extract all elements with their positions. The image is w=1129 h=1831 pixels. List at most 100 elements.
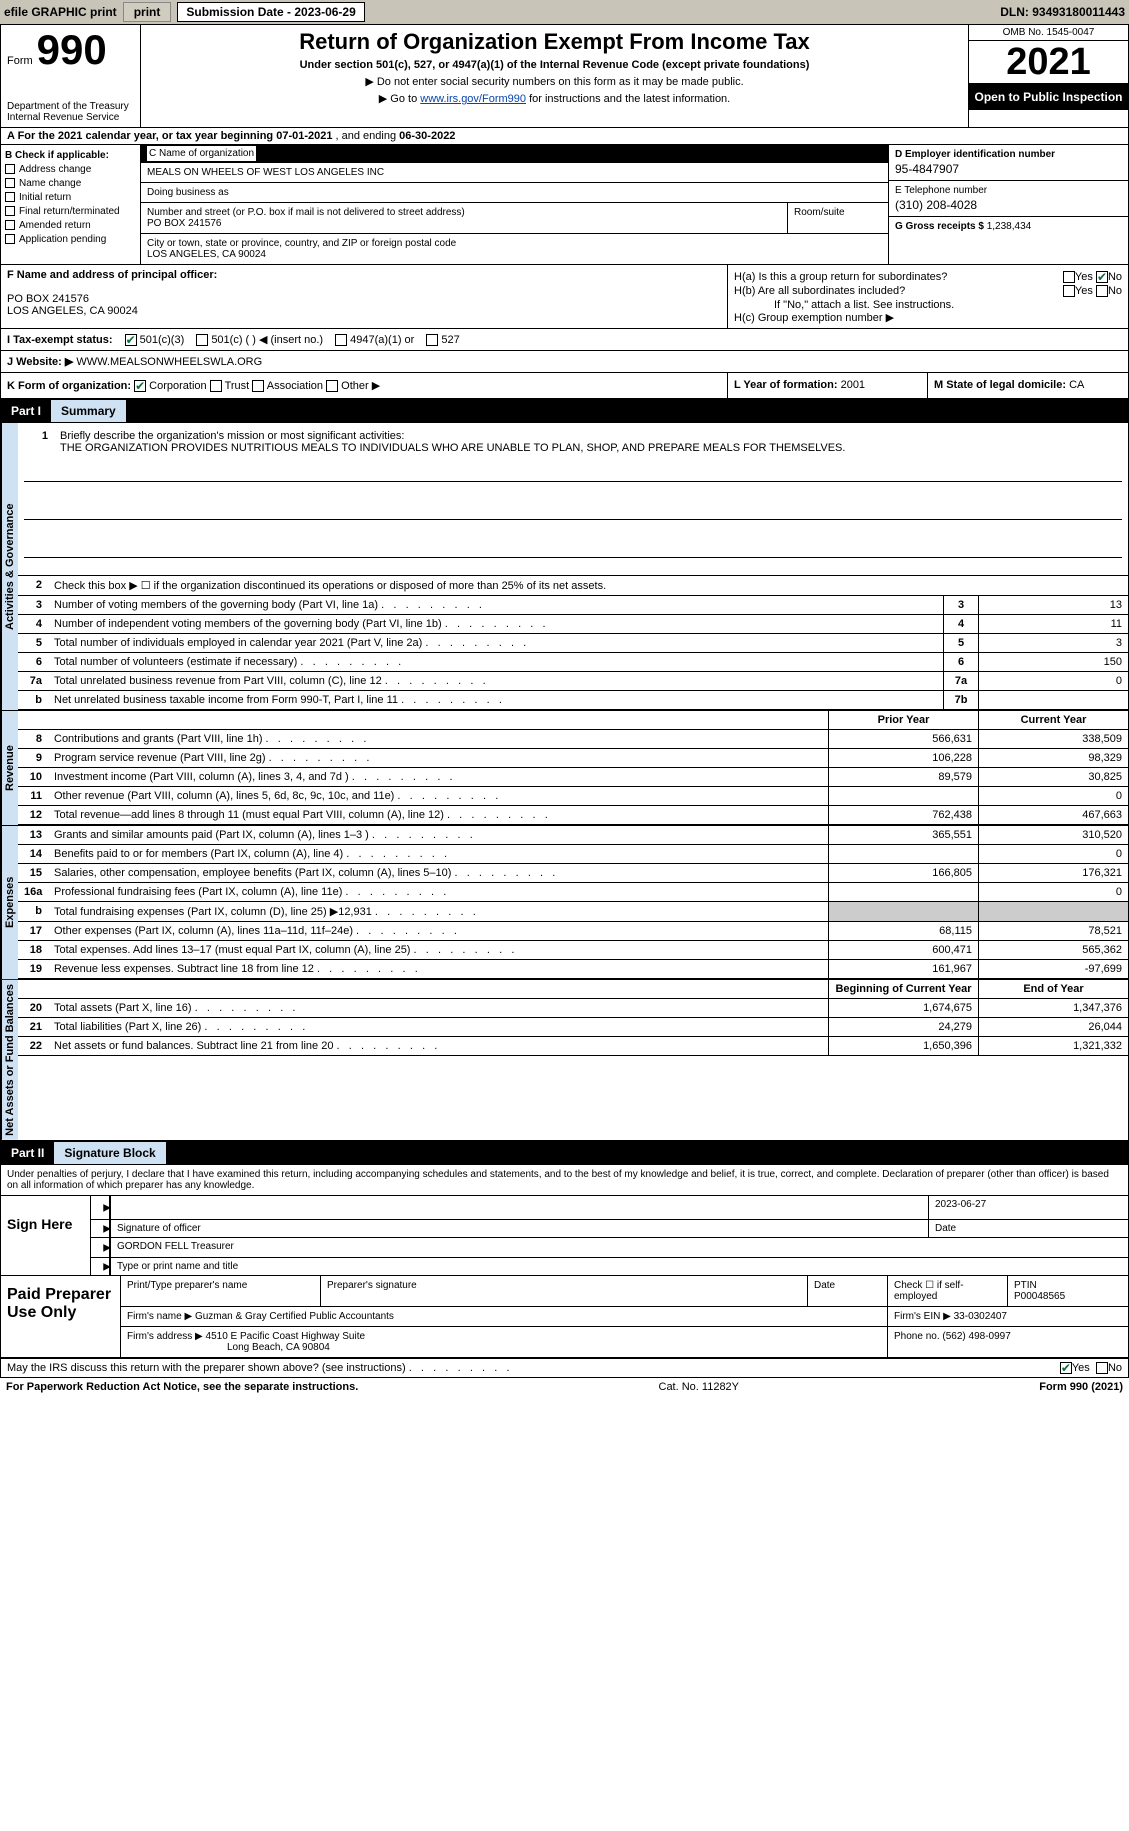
line-item: 10Investment income (Part VIII, column (… [18,768,1128,787]
line-item: 15Salaries, other compensation, employee… [18,864,1128,883]
org-name: MEALS ON WHEELS OF WEST LOS ANGELES INC [141,163,888,183]
l-label: L Year of formation: [734,379,838,391]
cb-final-return[interactable] [5,206,15,216]
cb-amended-return[interactable] [5,220,15,230]
cb-527[interactable] [426,334,438,346]
addr-val: PO BOX 241576 [147,218,222,229]
irs-link[interactable]: www.irs.gov/Form990 [420,93,526,105]
cb-address-change[interactable] [5,164,15,174]
sign-here-label: Sign Here [1,1196,91,1275]
gross-label: G Gross receipts $ [895,221,984,232]
line-item: 3Number of voting members of the governi… [18,596,1128,615]
ein-label: D Employer identification number [895,149,1055,160]
line-item: 18Total expenses. Add lines 13–17 (must … [18,941,1128,960]
cb-initial-return[interactable] [5,192,15,202]
room-label: Room/suite [788,203,888,233]
sig-date-val: 2023-06-27 [928,1196,1128,1219]
ha-yes[interactable] [1063,271,1075,283]
cb-corp[interactable] [134,380,146,392]
f-label: F Name and address of principal officer: [7,269,217,281]
firm-name-label: Firm's name ▶ [127,1311,192,1322]
discuss-yes[interactable] [1060,1362,1072,1374]
gross-val: 1,238,434 [987,221,1032,232]
penalties-text: Under penalties of perjury, I declare th… [0,1165,1129,1195]
paperwork-notice: For Paperwork Reduction Act Notice, see … [6,1381,358,1393]
cb-trust[interactable] [210,380,222,392]
begin-year-header: Beginning of Current Year [828,980,978,998]
cb-other[interactable] [326,380,338,392]
line-item: bTotal fundraising expenses (Part IX, co… [18,902,1128,922]
m-val: CA [1069,379,1084,391]
dba-label: Doing business as [147,187,229,198]
j-label: J Website: ▶ [7,356,73,368]
line-item: 11Other revenue (Part VIII, column (A), … [18,787,1128,806]
paid-label: Paid Preparer Use Only [1,1276,121,1357]
hb-label: H(b) Are all subordinates included? [734,285,905,297]
line-item: 5Total number of individuals employed in… [18,634,1128,653]
row-klm: K Form of organization: Corporation Trus… [0,373,1129,399]
line-item: 4Number of independent voting members of… [18,615,1128,634]
row-bcde: B Check if applicable: Address change Na… [0,145,1129,265]
end-year-header: End of Year [978,980,1128,998]
omb-label: OMB No. 1545-0047 [969,25,1128,41]
hc-label: H(c) Group exemption number ▶ [734,311,1122,324]
section-a: A For the 2021 calendar year, or tax yea… [0,128,1129,145]
firm-ein-label: Firm's EIN ▶ [894,1311,951,1322]
form-title: Return of Organization Exempt From Incom… [147,29,962,55]
tel-val: (310) 208-4028 [895,198,1122,212]
form-subtitle: Under section 501(c), 527, or 4947(a)(1)… [147,59,962,71]
f-addr2: LOS ANGELES, CA 90024 [7,305,138,317]
firm-name: Guzman & Gray Certified Public Accountan… [195,1311,394,1322]
addr-label: Number and street (or P.O. box if mail i… [147,207,465,218]
submission-date: Submission Date - 2023-06-29 [177,2,364,22]
efile-label: efile GRAPHIC print [4,5,117,19]
part1-header: Part I Summary [0,399,1129,423]
header-right: OMB No. 1545-0047 2021 Open to Public In… [968,25,1128,127]
irs-label: Internal Revenue Service [7,112,134,123]
header-row: Form 990 Department of the Treasury Inte… [0,24,1129,128]
k-label: K Form of organization: [7,380,131,392]
phone-label: Phone no. [894,1331,940,1342]
summary-netassets: Net Assets or Fund Balances Beginning of… [0,979,1129,1141]
cb-assoc[interactable] [252,380,264,392]
col-c: C Name of organization MEALS ON WHEELS O… [141,145,888,264]
mission-block: 1 Briefly describe the organization's mi… [18,423,1128,576]
firm-ein: 33-0302407 [954,1311,1007,1322]
line-item: 21Total liabilities (Part X, line 26)24,… [18,1018,1128,1037]
firm-addr-label: Firm's address ▶ [127,1331,203,1342]
city-label: City or town, state or province, country… [147,238,456,249]
hb-no[interactable] [1096,285,1108,297]
cb-501c[interactable] [196,334,208,346]
sign-block: Sign Here 2023-06-27 Signature of office… [0,1195,1129,1276]
note-ssn: ▶ Do not enter social security numbers o… [147,75,962,88]
check-self-emp: Check ☐ if self-employed [888,1276,1008,1306]
cb-name-change[interactable] [5,178,15,188]
col-b: B Check if applicable: Address change Na… [1,145,141,264]
part1-title: Summary [51,400,126,422]
bottom-line: For Paperwork Reduction Act Notice, see … [0,1378,1129,1396]
cb-app-pending[interactable] [5,234,15,244]
cb-4947[interactable] [335,334,347,346]
line2-text: Check this box ▶ ☐ if the organization d… [48,576,1128,595]
ha-no[interactable] [1096,271,1108,283]
firm-addr1: 4510 E Pacific Coast Highway Suite [206,1331,366,1342]
name-label: Type or print name and title [111,1258,1128,1275]
ptin-val: P00048565 [1014,1291,1065,1302]
discuss-text: May the IRS discuss this return with the… [7,1362,406,1374]
current-year-header: Current Year [978,711,1128,729]
ptin-label: PTIN [1014,1280,1037,1291]
print-button[interactable]: print [123,2,172,22]
inspection-label: Open to Public Inspection [969,84,1128,110]
line-item: 19Revenue less expenses. Subtract line 1… [18,960,1128,979]
line-item: 9Program service revenue (Part VIII, lin… [18,749,1128,768]
sig-date-label: Date [928,1220,1128,1237]
cb-501c3[interactable] [125,334,137,346]
discuss-no[interactable] [1096,1362,1108,1374]
prep-date-label: Date [808,1276,888,1306]
header-left: Form 990 Department of the Treasury Inte… [1,25,141,127]
l-val: 2001 [841,379,865,391]
sig-officer-label: Signature of officer [111,1220,928,1237]
hb-yes[interactable] [1063,285,1075,297]
mission-text: THE ORGANIZATION PROVIDES NUTRITIOUS MEA… [60,442,845,454]
officer-name: GORDON FELL Treasurer [111,1238,1128,1257]
